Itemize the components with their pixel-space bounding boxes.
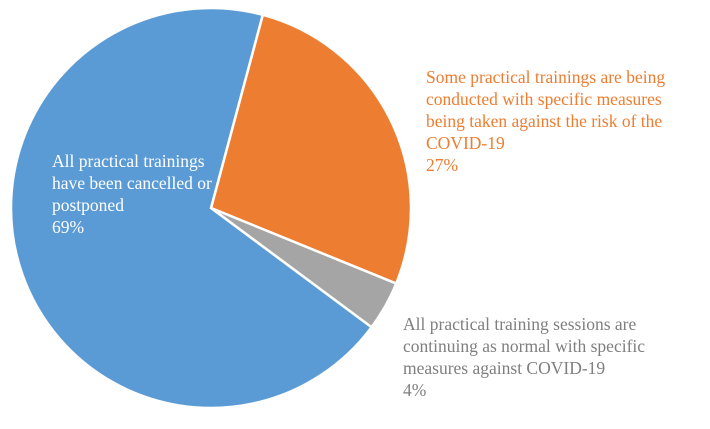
- value-label: 4%: [403, 380, 427, 400]
- pie-slice: [209, 13, 413, 286]
- category-label: All practical trainings have been cancel…: [52, 151, 212, 215]
- slice-label: Some practical trainings are being condu…: [426, 66, 676, 176]
- category-label: Some practical trainings are being condu…: [426, 67, 666, 153]
- pie-slice: [9, 6, 374, 410]
- slice-label: All practical trainings have been cancel…: [52, 150, 212, 238]
- slice-label: All practical training sessions are cont…: [403, 313, 710, 401]
- category-label: All practical training sessions are cont…: [403, 314, 646, 378]
- value-label: 69%: [52, 217, 85, 237]
- value-label: 27%: [426, 155, 459, 175]
